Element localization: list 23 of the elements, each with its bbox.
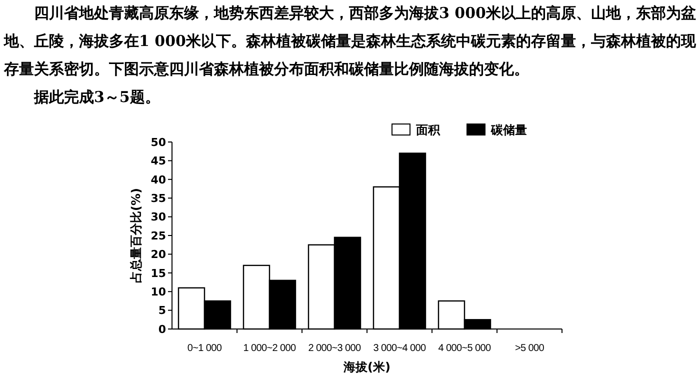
x-tick-label: 4 000~5 000 xyxy=(438,343,492,354)
x-tick-label: 0~1 000 xyxy=(187,343,222,354)
x-axis-title: 海拔(米) xyxy=(342,360,390,374)
y-tick-label: 10 xyxy=(150,285,166,298)
y-tick-label: 50 xyxy=(150,136,166,149)
y-tick-label: 5 xyxy=(158,304,166,318)
y-tick-label: 30 xyxy=(150,210,166,224)
y-tick-label: 25 xyxy=(150,229,166,242)
y-tick-label: 0 xyxy=(158,322,166,336)
y-tick-label: 45 xyxy=(150,154,166,168)
text: 四川省地处青藏高原东缘，地势东西差异较大，西部多为海拔3 000米以上的高原、山地，东部为盆地、丘陵，海拔多在1 000米以下。森林植被碳储量是森林生态系统中碳元素的存留量，与森林植被的现存量关系密切。下图示意四川省森林植被分布面积和碳储量比例随海拔的变化。 xyxy=(3,4,697,78)
y-tick-label: 35 xyxy=(150,192,166,205)
legend-label: 面积 xyxy=(415,123,441,137)
x-tick-label: >5 000 xyxy=(514,343,545,354)
y-tick-label: 20 xyxy=(150,248,166,262)
x-tick-label: 2 000~3 000 xyxy=(308,343,362,354)
y-axis-title: 占总量百分比(%) xyxy=(129,188,143,283)
text: 据此完成3～5题。 xyxy=(33,88,160,106)
y-tick-label: 40 xyxy=(150,173,166,186)
x-tick-label: 1 000~2 000 xyxy=(243,343,297,354)
x-tick-label: 3 000~4 000 xyxy=(373,343,427,354)
y-tick-label: 15 xyxy=(150,266,166,280)
legend-label: 碳储量 xyxy=(490,123,527,137)
